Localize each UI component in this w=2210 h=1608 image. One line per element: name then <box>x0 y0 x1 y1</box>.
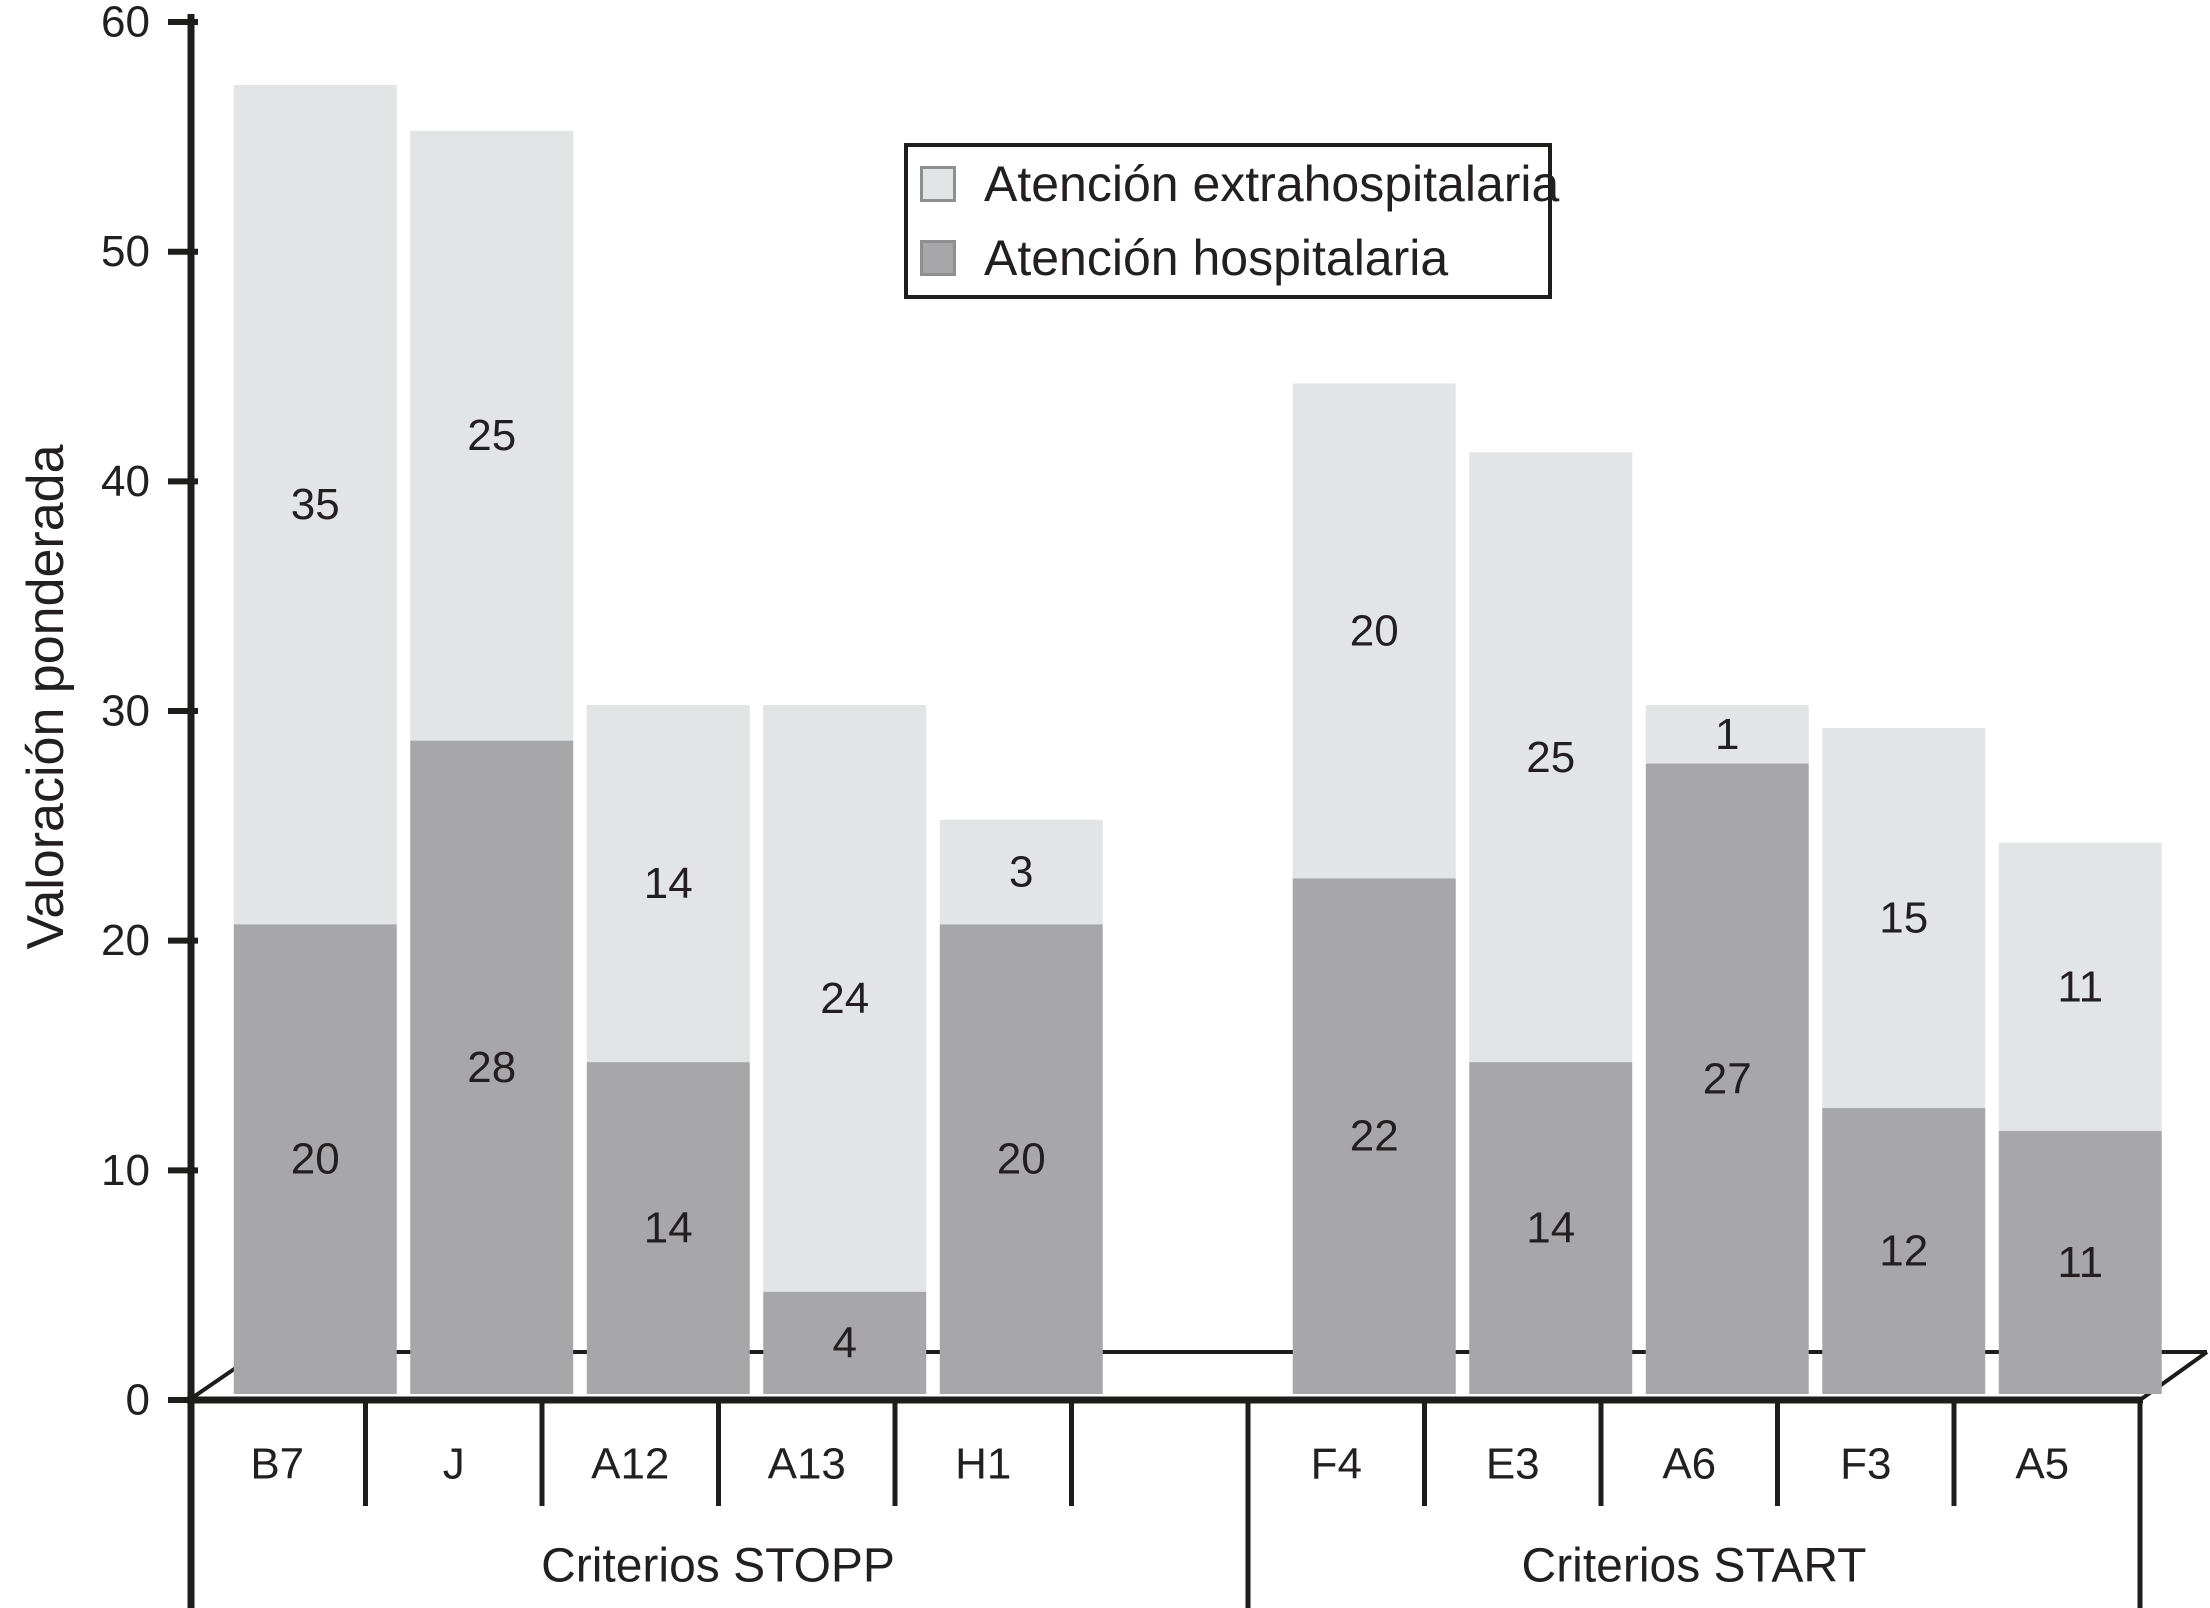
bar-value-hospitalaria-H1: 20 <box>997 1135 1046 1184</box>
y-tick-label-60: 60 <box>101 0 150 47</box>
y-tick-label-20: 20 <box>101 916 150 965</box>
bar-value-hospitalaria-B7: 20 <box>291 1135 340 1184</box>
y-tick-label-30: 30 <box>101 687 150 736</box>
bar-value-extrahospitalaria-E3: 25 <box>1526 733 1575 782</box>
bar-value-hospitalaria-F3: 12 <box>1879 1227 1928 1276</box>
bar-value-extrahospitalaria-B7: 35 <box>291 480 340 529</box>
bar-value-hospitalaria-E3: 14 <box>1526 1204 1575 1253</box>
bar-value-hospitalaria-A12: 14 <box>644 1204 693 1253</box>
group-label-criterios-stopp: Criterios STOPP <box>541 1539 895 1593</box>
bar-value-extrahospitalaria-F4: 20 <box>1350 606 1399 655</box>
bar-segment-hospitalaria-A5 <box>1998 1131 2162 1394</box>
category-label-A6: A6 <box>1662 1440 1716 1489</box>
bar-value-extrahospitalaria-A6: 1 <box>1715 710 1739 759</box>
legend-label-extrahospitalaria: Atención extrahospitalaria <box>984 156 1560 212</box>
bar-segment-extrahospitalaria-B7 <box>233 84 397 925</box>
bar-value-hospitalaria-F4: 22 <box>1350 1112 1399 1161</box>
category-label-A12: A12 <box>591 1440 669 1489</box>
bar-value-extrahospitalaria-A5: 11 <box>2057 962 2103 1011</box>
legend: Atención extrahospitalaria Atención hosp… <box>904 143 1559 299</box>
bar-value-extrahospitalaria-A13: 24 <box>820 974 869 1023</box>
y-tick-label-50: 50 <box>101 227 150 276</box>
bar-segment-extrahospitalaria-E3 <box>1469 452 1633 1063</box>
bar-segment-extrahospitalaria-F4 <box>1292 383 1456 879</box>
bar-segment-hospitalaria-E3 <box>1469 1062 1633 1394</box>
bar-segment-hospitalaria-A6 <box>1645 763 1809 1394</box>
bar-segment-hospitalaria-A12 <box>586 1062 750 1394</box>
bar-segment-hospitalaria-H1 <box>939 924 1103 1394</box>
legend-swatch-extrahospitalaria-icon <box>920 166 956 202</box>
y-tick-label-0: 0 <box>126 1376 150 1425</box>
bar-value-hospitalaria-J: 28 <box>467 1043 516 1092</box>
legend-item-hospitalaria: Atención hospitalaria <box>920 223 1548 293</box>
legend-label-hospitalaria: Atención hospitalaria <box>984 230 1449 286</box>
bar-value-hospitalaria-A13: 4 <box>833 1318 857 1367</box>
category-label-F3: F3 <box>1840 1440 1891 1489</box>
bar-value-extrahospitalaria-F3: 15 <box>1879 894 1928 943</box>
bar-segment-extrahospitalaria-A5 <box>1998 842 2162 1132</box>
category-label-A5: A5 <box>2015 1440 2069 1489</box>
bar-segment-extrahospitalaria-A13 <box>763 705 927 1292</box>
bar-segment-extrahospitalaria-A12 <box>586 705 750 1063</box>
bar-segment-hospitalaria-F4 <box>1292 878 1456 1394</box>
y-tick-label-10: 10 <box>101 1146 150 1195</box>
group-label-criterios-start: Criterios START <box>1521 1539 1867 1593</box>
category-label-F4: F4 <box>1311 1440 1362 1489</box>
category-label-B7: B7 <box>250 1440 304 1489</box>
bar-segment-hospitalaria-J <box>410 740 574 1394</box>
bar-value-extrahospitalaria-H1: 3 <box>1009 848 1033 897</box>
bar-value-extrahospitalaria-A12: 14 <box>644 859 693 908</box>
category-label-A13: A13 <box>768 1440 846 1489</box>
bar-segment-extrahospitalaria-A6 <box>1645 705 1809 764</box>
bar-segment-extrahospitalaria-F3 <box>1822 727 1986 1109</box>
bar-segment-extrahospitalaria-J <box>410 130 574 741</box>
legend-item-extrahospitalaria: Atención extrahospitalaria <box>920 149 1559 219</box>
bar-segment-hospitalaria-B7 <box>233 924 397 1394</box>
bar-value-hospitalaria-A6: 27 <box>1703 1054 1752 1103</box>
bar-segment-hospitalaria-F3 <box>1822 1108 1986 1394</box>
bar-segment-extrahospitalaria-H1 <box>939 819 1103 925</box>
bar-segment-hospitalaria-A13 <box>763 1291 927 1394</box>
category-label-H1: H1 <box>955 1440 1011 1489</box>
category-label-J: J <box>443 1440 465 1489</box>
bar-value-extrahospitalaria-J: 25 <box>467 411 516 460</box>
y-tick-label-40: 40 <box>101 457 150 506</box>
category-label-E3: E3 <box>1486 1440 1540 1489</box>
bar-value-hospitalaria-A5: 11 <box>2057 1238 2103 1287</box>
y-axis-title: Valoración ponderada <box>17 444 75 950</box>
legend-swatch-hospitalaria-icon <box>920 240 956 276</box>
